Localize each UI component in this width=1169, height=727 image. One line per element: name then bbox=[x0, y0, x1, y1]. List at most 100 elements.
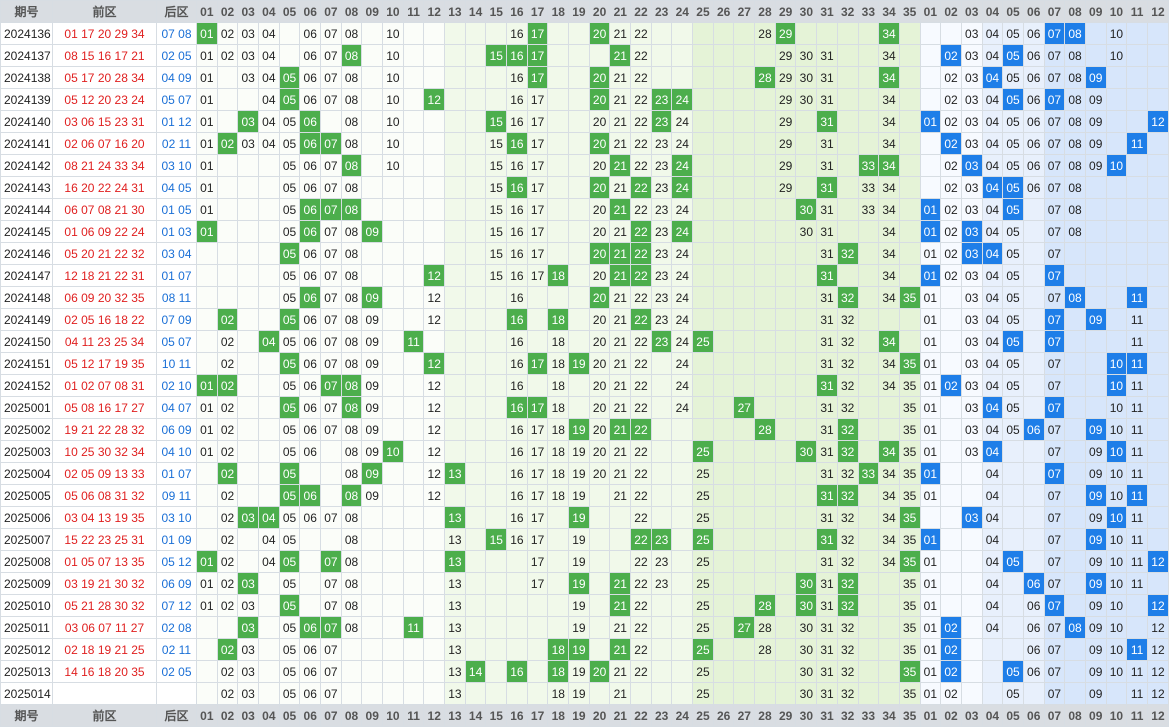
front-number: 22 bbox=[114, 268, 128, 283]
back-hit-cell: 03 bbox=[960, 506, 983, 529]
front-trend-cell bbox=[692, 286, 714, 309]
back-draw-cell: 01 07 bbox=[156, 264, 197, 287]
front-trend-cell: 17 bbox=[526, 572, 549, 595]
column-header-front-num: 32 bbox=[836, 0, 859, 23]
back-trend-cell: 05 bbox=[1002, 352, 1024, 375]
front-trend-cell bbox=[692, 308, 714, 331]
front-trend-cell: 10 bbox=[382, 66, 404, 89]
front-trend-cell bbox=[754, 264, 776, 287]
back-draw-cell: 01 07 bbox=[156, 462, 197, 485]
front-number: 07 bbox=[97, 136, 112, 151]
front-number: 05 bbox=[81, 466, 95, 481]
front-trend-cell: 05 bbox=[278, 572, 301, 595]
column-header-front-num: 22 bbox=[630, 704, 652, 727]
back-hit-cell: 09 bbox=[1084, 418, 1107, 441]
back-trend-cell bbox=[1126, 44, 1148, 67]
back-number: 09 bbox=[178, 532, 192, 547]
front-trend-cell bbox=[423, 154, 446, 177]
front-trend-cell bbox=[671, 484, 694, 507]
back-draw-cell bbox=[156, 682, 197, 705]
front-trend-cell: 21 bbox=[609, 440, 632, 463]
front-trend-cell bbox=[361, 638, 384, 661]
front-trend-cell bbox=[857, 396, 880, 419]
front-trend-cell bbox=[444, 198, 466, 221]
back-trend-cell bbox=[1146, 242, 1169, 265]
front-hit-cell: 27 bbox=[733, 396, 756, 419]
back-trend-cell: 02 bbox=[940, 66, 962, 89]
front-trend-cell bbox=[712, 242, 735, 265]
front-trend-cell: 16 bbox=[506, 88, 528, 111]
front-trend-cell: 10 bbox=[382, 44, 404, 67]
front-trend-cell bbox=[464, 484, 487, 507]
period-cell: 2024139 bbox=[0, 88, 53, 111]
front-number: 21 bbox=[114, 642, 128, 657]
front-trend-cell: 02 bbox=[216, 440, 239, 463]
front-trend-cell bbox=[382, 176, 404, 199]
front-trend-cell: 17 bbox=[526, 88, 549, 111]
front-trend-cell bbox=[795, 396, 818, 419]
front-trend-cell: 20 bbox=[588, 396, 611, 419]
front-trend-cell bbox=[857, 572, 880, 595]
back-hit-cell: 12 bbox=[1146, 110, 1169, 133]
front-trend-cell bbox=[299, 572, 322, 595]
front-number: 21 bbox=[97, 268, 112, 283]
back-trend-cell: 05 bbox=[1002, 264, 1024, 287]
back-draw-cell: 03 10 bbox=[156, 506, 197, 529]
front-trend-cell bbox=[712, 638, 735, 661]
front-trend-cell bbox=[526, 616, 549, 639]
front-trend-cell: 05 bbox=[278, 198, 301, 221]
front-trend-cell bbox=[402, 264, 425, 287]
front-trend-cell bbox=[878, 594, 900, 617]
front-trend-cell: 24 bbox=[671, 264, 694, 287]
front-trend-cell: 17 bbox=[526, 176, 549, 199]
front-trend-cell bbox=[754, 462, 776, 485]
front-number: 34 bbox=[130, 334, 145, 349]
front-trend-cell bbox=[795, 308, 818, 331]
back-number: 09 bbox=[178, 422, 192, 437]
front-trend-cell: 06 bbox=[299, 176, 322, 199]
front-number: 32 bbox=[114, 444, 128, 459]
back-trend-cell bbox=[1146, 286, 1169, 309]
front-trend-cell bbox=[795, 110, 818, 133]
front-hit-cell: 08 bbox=[340, 154, 363, 177]
back-trend-cell: 04 bbox=[981, 418, 1004, 441]
front-trend-cell bbox=[237, 418, 260, 441]
front-trend-cell bbox=[485, 308, 508, 331]
back-trend-cell bbox=[1146, 418, 1169, 441]
front-trend-cell bbox=[237, 396, 260, 419]
column-header-front-num: 29 bbox=[774, 704, 797, 727]
front-trend-cell bbox=[444, 110, 466, 133]
back-hit-cell: 04 bbox=[981, 176, 1004, 199]
front-trend-cell: 07 bbox=[320, 66, 342, 89]
front-trend-cell: 22 bbox=[630, 616, 652, 639]
front-trend-cell: 13 bbox=[444, 638, 466, 661]
front-trend-cell bbox=[237, 220, 260, 243]
front-trend-cell bbox=[485, 682, 508, 705]
front-trend-cell: 17 bbox=[526, 462, 549, 485]
front-hit-cell: 25 bbox=[692, 330, 714, 353]
back-trend-cell bbox=[919, 22, 942, 45]
front-trend-cell bbox=[196, 264, 218, 287]
back-trend-cell: 10 bbox=[1105, 638, 1128, 661]
back-number: 11 bbox=[178, 488, 192, 503]
back-trend-cell: 03 bbox=[960, 352, 983, 375]
back-trend-cell: 09 bbox=[1084, 132, 1107, 155]
front-trend-cell bbox=[382, 594, 404, 617]
front-trend-cell: 07 bbox=[320, 154, 342, 177]
front-trend-cell bbox=[423, 22, 446, 45]
front-trend-cell bbox=[712, 484, 735, 507]
front-trend-cell bbox=[878, 638, 900, 661]
front-trend-cell: 31 bbox=[816, 330, 838, 353]
back-hit-cell: 08 bbox=[1064, 616, 1086, 639]
front-trend-cell bbox=[506, 572, 528, 595]
front-trend-cell: 29 bbox=[774, 176, 797, 199]
back-number: 02 bbox=[161, 136, 176, 151]
back-trend-cell bbox=[1064, 396, 1086, 419]
back-number: 03 bbox=[161, 158, 175, 173]
back-draw-cell: 02 11 bbox=[156, 638, 197, 661]
front-trend-cell bbox=[361, 88, 384, 111]
back-draw-cell: 02 05 bbox=[156, 44, 197, 67]
front-trend-cell: 22 bbox=[630, 88, 652, 111]
front-trend-cell: 24 bbox=[671, 132, 694, 155]
front-trend-cell: 18 bbox=[547, 440, 570, 463]
